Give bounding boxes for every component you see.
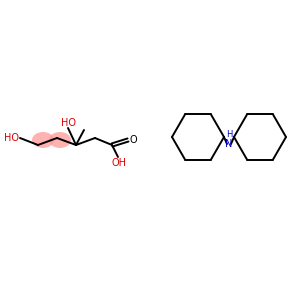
Text: HO: HO xyxy=(4,133,19,143)
Ellipse shape xyxy=(32,132,54,148)
Ellipse shape xyxy=(49,132,71,148)
Text: HO: HO xyxy=(61,118,76,128)
Text: N: N xyxy=(225,139,233,149)
Text: H: H xyxy=(226,130,232,139)
Text: OH: OH xyxy=(112,158,127,167)
Text: O: O xyxy=(129,135,136,145)
